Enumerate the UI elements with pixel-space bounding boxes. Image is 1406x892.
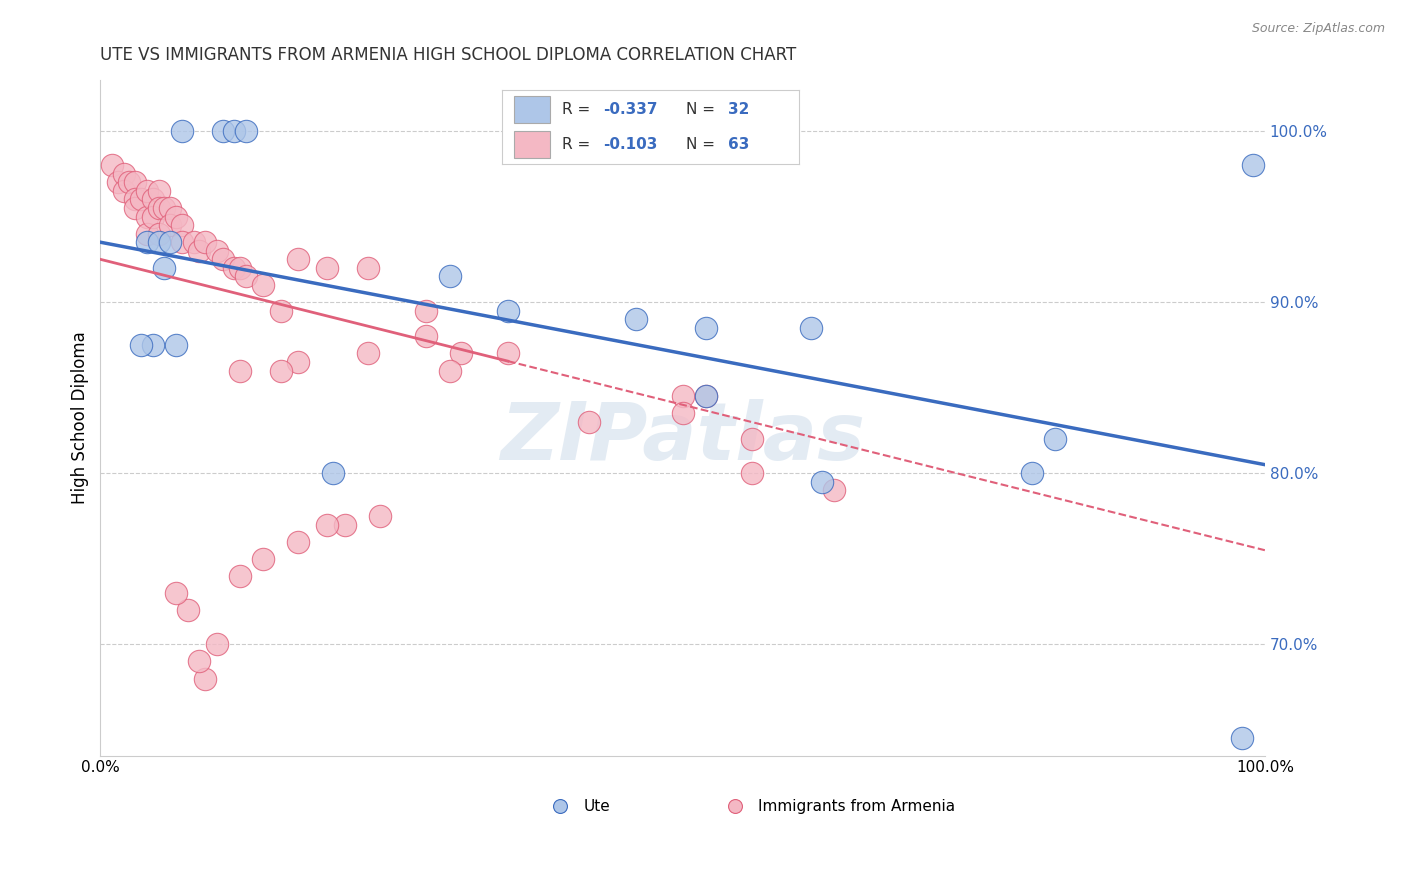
Point [316, 517, 339, 532]
Point [129, 193, 152, 207]
Y-axis label: High School Diploma: High School Diploma [72, 331, 89, 504]
Point [1021, 467, 1043, 481]
Point [270, 363, 292, 377]
Point [624, 312, 647, 326]
Point [136, 210, 159, 224]
Point [211, 252, 233, 267]
Point [170, 218, 193, 232]
Point [287, 252, 309, 267]
Point [124, 193, 146, 207]
Point [415, 303, 437, 318]
Point [124, 201, 146, 215]
Point [496, 303, 519, 318]
Text: Immigrants from Armenia: Immigrants from Armenia [758, 798, 956, 814]
Point [165, 210, 187, 224]
Point [333, 517, 356, 532]
Point [148, 227, 170, 241]
Text: Ute: Ute [583, 798, 610, 814]
Point [357, 260, 380, 275]
Point [811, 475, 834, 489]
Point [159, 201, 181, 215]
Point [136, 227, 159, 241]
Point [107, 175, 129, 189]
Point [252, 278, 274, 293]
Point [153, 201, 176, 215]
Point [142, 210, 165, 224]
Point [450, 346, 472, 360]
Point [136, 184, 159, 198]
Point [695, 389, 717, 403]
Point [148, 235, 170, 250]
Point [316, 260, 339, 275]
Point [170, 235, 193, 250]
Point [741, 467, 763, 481]
Point [153, 260, 176, 275]
Point [1045, 432, 1067, 446]
Text: UTE VS IMMIGRANTS FROM ARMENIA HIGH SCHOOL DIPLOMA CORRELATION CHART: UTE VS IMMIGRANTS FROM ARMENIA HIGH SCHO… [100, 46, 797, 64]
Point [101, 158, 124, 172]
Point [287, 355, 309, 369]
Point [368, 508, 391, 523]
Point [129, 338, 152, 352]
Point [287, 534, 309, 549]
Point [671, 406, 693, 420]
Point [170, 124, 193, 138]
Point [124, 175, 146, 189]
Point [118, 175, 141, 189]
Point [194, 672, 217, 686]
Point [159, 218, 181, 232]
Point [112, 167, 135, 181]
Point [142, 338, 165, 352]
Point [194, 235, 217, 250]
Point [270, 303, 292, 318]
Text: ZIPatlas: ZIPatlas [501, 399, 865, 477]
Point [148, 201, 170, 215]
Point [188, 244, 211, 258]
Point [235, 269, 257, 284]
Point [112, 184, 135, 198]
Point [578, 415, 600, 429]
Point [205, 637, 228, 651]
Point [415, 329, 437, 343]
Point [496, 346, 519, 360]
Point [229, 569, 252, 583]
Point [741, 432, 763, 446]
Point [224, 124, 246, 138]
Point [142, 193, 165, 207]
Text: Source: ZipAtlas.com: Source: ZipAtlas.com [1251, 22, 1385, 36]
Point [439, 269, 461, 284]
Point [252, 551, 274, 566]
Point [1241, 158, 1264, 172]
Point [188, 655, 211, 669]
Point [1230, 731, 1253, 746]
Point [695, 320, 717, 334]
Point [671, 389, 693, 403]
Point [224, 260, 246, 275]
Point [823, 483, 845, 498]
Point [800, 320, 823, 334]
Point [205, 244, 228, 258]
Point [136, 235, 159, 250]
Point [165, 586, 187, 600]
Point [229, 260, 252, 275]
Point [165, 338, 187, 352]
Point [322, 467, 344, 481]
Point [159, 235, 181, 250]
Point [183, 235, 205, 250]
Point [439, 363, 461, 377]
Point [235, 124, 257, 138]
Point [148, 184, 170, 198]
Point [176, 603, 198, 617]
Point [695, 389, 717, 403]
Point [357, 346, 380, 360]
Point [229, 363, 252, 377]
Point [211, 124, 233, 138]
